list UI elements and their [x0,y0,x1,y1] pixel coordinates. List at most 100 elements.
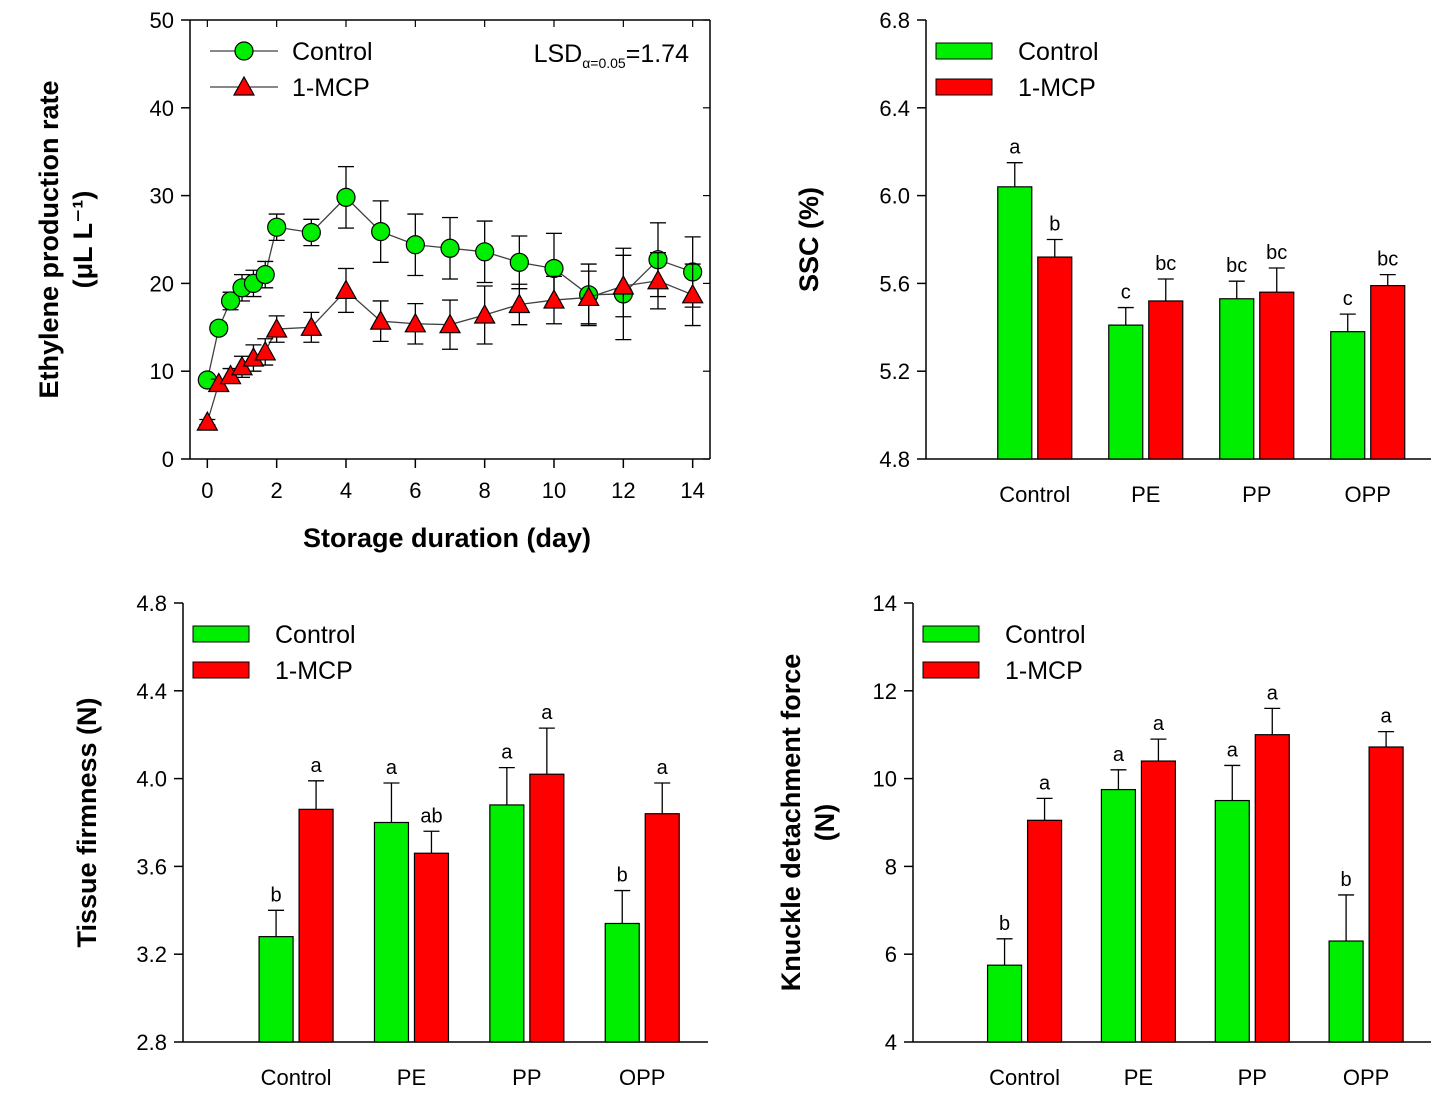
bar-control [258,936,294,1043]
legend-label: 1-MCP [1018,74,1096,102]
y-tick-label: 0 [162,447,174,472]
data-point-control [544,258,564,279]
data-point-control [475,242,495,262]
x-tick-label: 4 [340,478,352,503]
bar-control [1219,298,1255,460]
data-point-mcp [196,410,219,431]
x-tick-label: PE [397,1065,426,1090]
y-tick-label: 4 [885,1030,897,1055]
bar-mcp [1368,746,1404,1043]
data-point-control [336,187,356,207]
bar-mcp [644,813,680,1043]
legend-label: Control [1005,621,1086,649]
x-tick-label: PE [1131,482,1160,507]
y-tick-label: 5.6 [879,271,910,296]
legend-label: Control [1018,38,1099,66]
bar-mcp [1370,284,1406,460]
data-point-mcp [404,312,427,333]
bar-mcp [1037,256,1073,460]
y-tick-label: 10 [150,359,174,384]
significance-label: b [999,913,1010,935]
bar-mcp [1259,291,1295,460]
x-tick-label: PP [1238,1065,1267,1090]
legend-label: 1-MCP [1005,657,1083,685]
significance-label: a [386,757,398,779]
x-tick-label: 0 [201,478,213,503]
significance-label: c [1121,282,1131,304]
data-point-control [301,222,321,243]
y-tick-label: 2.8 [136,1030,167,1055]
y-tick-label: 3.6 [136,854,167,879]
data-point-mcp [542,288,566,309]
significance-label: a [657,757,669,779]
significance-label: bc [1266,242,1287,264]
chart-knuckle: 4 6 8 10 12 14 Knuckle detachment force (N) Cont… [776,591,1431,1090]
significance-label: ab [420,805,442,827]
y-tick-label: 50 [150,8,174,33]
x-tick-label: Control [261,1065,332,1090]
significance-label: b [617,865,628,887]
data-point-control [440,238,460,258]
data-point-control [220,291,241,311]
data-point-mcp [334,279,358,300]
y-axis-title: Tissue firmness (N) [72,697,102,947]
data-point-mcp [300,316,323,336]
data-point-mcp [438,313,462,334]
significance-label: a [1267,682,1279,704]
data-point-mcp [612,274,635,295]
legend-swatch-control [935,42,993,60]
significance-label: a [1227,739,1239,761]
lsd-annotation: LSDα=0.05=1.74 [534,40,690,71]
x-tick-label: 14 [680,478,704,503]
bar-control [1100,788,1137,1043]
data-point-control [405,235,425,255]
bar-mcp [413,852,450,1043]
y-axis-title: SSC (%) [794,187,824,292]
x-tick-label: OPP [1343,1065,1389,1090]
data-point-control [267,217,287,237]
significance-label: b [271,884,282,906]
bar-mcp [1148,300,1184,460]
data-point-mcp [265,317,288,338]
legend-swatch-mcp [922,661,980,679]
y-tick-label: 40 [150,96,174,121]
y-axis-title: Ethylene production rate [34,80,64,398]
y-tick-label: 4.0 [136,767,167,792]
bar-control [1330,331,1366,460]
significance-label: a [311,755,323,777]
x-tick-label: 2 [271,478,283,503]
significance-label: a [1153,713,1165,735]
x-tick-label: PP [512,1065,541,1090]
data-point-control [509,252,529,272]
significance-label: c [1343,288,1353,310]
data-point-control [255,265,275,285]
bar-mcp [529,773,565,1043]
x-axis-title: Storage duration (day) [303,523,591,553]
y-axis-unit: (μL L⁻¹) [68,191,98,289]
y-tick-label: 12 [873,679,897,704]
y-tick-label: 5.2 [879,359,910,384]
x-tick-label: PP [1242,482,1271,507]
data-point-mcp [646,269,670,290]
x-tick-label: OPP [1345,482,1391,507]
legend-swatch-mcp [935,78,993,96]
data-point-mcp [473,303,496,324]
significance-label: b [1341,869,1352,891]
significance-label: bc [1155,253,1176,275]
significance-label: a [1009,137,1021,159]
legend-label: 1-MCP [275,657,353,685]
legend-label: Control [275,621,356,649]
x-tick-label: Control [989,1065,1060,1090]
bar-mcp [1140,760,1177,1043]
bar-mcp [298,808,334,1043]
y-axis-unit: (N) [810,804,840,841]
legend-swatch-control [922,625,980,643]
data-point-control [209,318,229,338]
significance-label: bc [1377,249,1398,271]
significance-label: a [1113,744,1125,766]
legend-label: Control [292,38,373,66]
data-point-mcp [254,340,277,361]
bar-control [997,186,1033,460]
significance-label: bc [1226,255,1247,277]
